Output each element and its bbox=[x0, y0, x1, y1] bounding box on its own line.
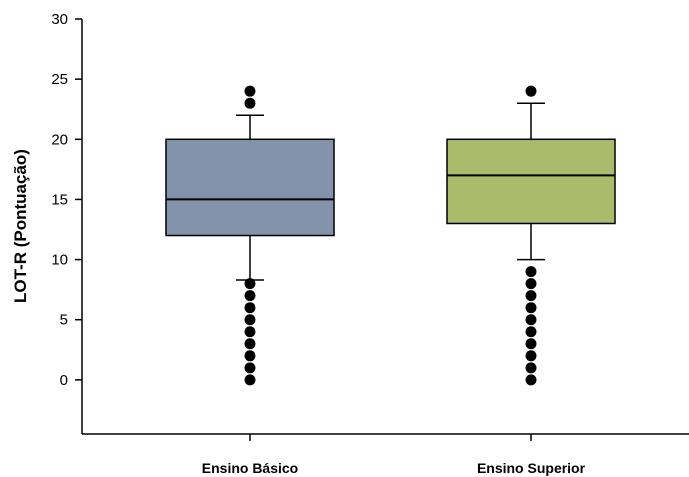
outlier-point bbox=[245, 278, 256, 289]
x-ticks: Ensino Básico Ensino Superior bbox=[202, 434, 586, 476]
box-group bbox=[166, 86, 334, 386]
outlier-point bbox=[526, 86, 537, 97]
outlier-point bbox=[526, 326, 537, 337]
outlier-point bbox=[245, 326, 256, 337]
outlier-point bbox=[245, 374, 256, 385]
y-tick-label: 10 bbox=[51, 252, 68, 269]
y-tick-label: 5 bbox=[60, 312, 68, 329]
outlier-point bbox=[245, 86, 256, 97]
outlier-point bbox=[245, 350, 256, 361]
x-tick-label: Ensino Básico bbox=[202, 460, 298, 476]
outlier-point bbox=[526, 350, 537, 361]
outlier-point bbox=[526, 302, 537, 313]
outlier-point bbox=[526, 266, 537, 277]
box-iqr bbox=[447, 139, 615, 223]
box-iqr bbox=[166, 139, 334, 235]
outlier-point bbox=[526, 362, 537, 373]
outlier-point bbox=[245, 290, 256, 301]
outlier-point bbox=[245, 314, 256, 325]
y-tick-label: 0 bbox=[60, 372, 68, 389]
outlier-point bbox=[526, 314, 537, 325]
y-ticks: 0 5 10 15 20 25 30 bbox=[51, 11, 82, 389]
outlier-point bbox=[526, 278, 537, 289]
y-axis-title: LOT-R (Pontuação) bbox=[11, 149, 30, 303]
outlier-point bbox=[526, 290, 537, 301]
y-tick-label: 25 bbox=[51, 71, 68, 88]
outlier-point bbox=[526, 374, 537, 385]
y-tick-label: 15 bbox=[51, 191, 68, 208]
outlier-point bbox=[526, 338, 537, 349]
box-group bbox=[447, 86, 615, 386]
x-tick-label: Ensino Superior bbox=[477, 460, 586, 476]
y-tick-label: 30 bbox=[51, 11, 68, 28]
boxes bbox=[166, 86, 615, 386]
outlier-point bbox=[245, 338, 256, 349]
outlier-point bbox=[245, 362, 256, 373]
outlier-point bbox=[245, 98, 256, 109]
outlier-point bbox=[245, 302, 256, 313]
y-tick-label: 20 bbox=[51, 131, 68, 148]
